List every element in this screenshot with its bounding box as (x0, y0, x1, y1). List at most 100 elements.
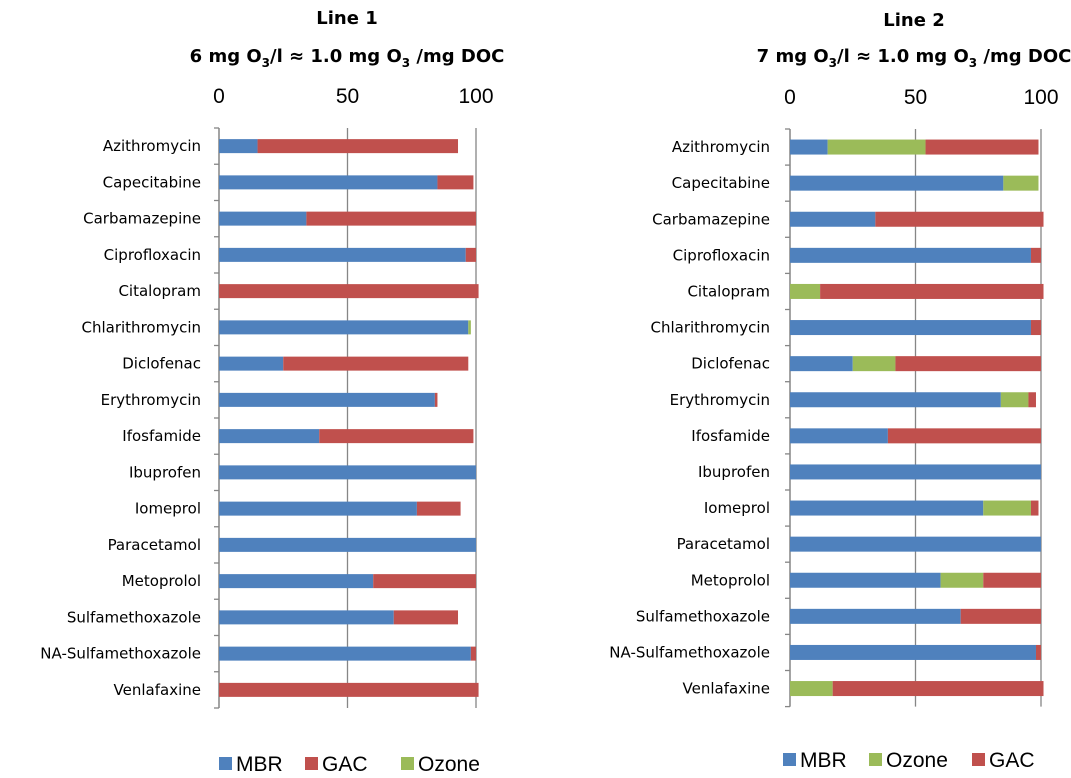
x-tick-label: 50 (904, 86, 927, 109)
bar-segment-gac (465, 247, 476, 262)
category-label: Sulfamethoxazole (636, 607, 770, 625)
category-label: Diclofenac (691, 355, 770, 373)
bar-segment-mbr (219, 139, 258, 154)
legend-swatch-ozone (869, 753, 882, 766)
bar-segment-mbr (219, 429, 320, 444)
bar-segment-ozone (983, 500, 1031, 516)
chart-title-line1: Line 1 (316, 8, 377, 29)
bar-segment-gac (319, 429, 474, 444)
category-label: Venlafaxine (683, 680, 770, 698)
category-label: Ciprofloxacin (673, 246, 770, 264)
bar-segment-mbr (790, 392, 1001, 408)
bar-segment-gac (393, 610, 459, 625)
category-label: Ibuprofen (129, 463, 201, 481)
legend-swatch-mbr (783, 753, 796, 766)
category-label: Azithromycin (103, 137, 201, 155)
bar-segment-ozone (940, 572, 984, 588)
category-label: Venlafaxine (114, 681, 201, 699)
category-label: Citalopram (687, 282, 770, 300)
category-label: Ifosfamide (122, 427, 201, 445)
category-label: Chlarithromycin (651, 319, 771, 337)
bar-segment-gac (434, 392, 438, 407)
legend-label: MBR (236, 753, 283, 776)
bar-segment-mbr (219, 211, 307, 226)
bar-segment-ozone (852, 356, 896, 372)
bar-segment-mbr (219, 465, 476, 480)
legend-label: GAC (989, 749, 1035, 772)
bar-segment-mbr (219, 537, 476, 552)
legend-label: Ozone (886, 749, 948, 772)
chart-2: Line 2 7 mg O3/l ≈ 1.0 mg O3 /mg DOC 0 50 10… (609, 10, 1071, 772)
category-label: Paracetamol (677, 535, 770, 553)
category-label: Iomeprol (135, 500, 201, 518)
category-label: Azithromycin (672, 138, 770, 156)
bar-segment-mbr (219, 175, 438, 190)
legend: MBR GAC Ozone (219, 753, 480, 776)
category-label: Carbamazepine (652, 210, 770, 228)
bar-segment-mbr (790, 139, 828, 155)
bar-segment-mbr (219, 320, 469, 335)
bar-segment-mbr (219, 610, 394, 625)
bar-segment-gac (1030, 320, 1041, 336)
bar-segment-mbr (790, 608, 961, 624)
bar-segment-ozone (1000, 392, 1029, 408)
bar-segment-mbr (790, 247, 1031, 263)
category-label: Paracetamol (108, 536, 201, 554)
bar-segment-gac (306, 211, 476, 226)
legend: MBR Ozone GAC (783, 749, 1035, 772)
chart-title-line1: Line 2 (883, 10, 944, 31)
bar-segment-gac (832, 681, 1044, 697)
bar-segment-gac (257, 139, 459, 154)
bar-segment-gac (283, 356, 469, 371)
bar-segment-gac (925, 139, 1039, 155)
bar-segment-ozone (790, 681, 833, 697)
bar-segment-gac (875, 211, 1044, 227)
bar-segment-mbr (790, 464, 1041, 480)
bar-segment-mbr (790, 211, 876, 227)
legend-label: GAC (322, 753, 368, 776)
bar-segment-gac (820, 283, 1044, 299)
x-tick-label: 100 (1023, 86, 1058, 109)
bar-segment-gac (983, 572, 1041, 588)
category-label: Capecitabine (103, 173, 201, 191)
legend-swatch-gac (305, 757, 318, 770)
category-label: NA-Sulfamethoxazole (609, 643, 770, 661)
chart-1: Line 1 6 mg O3/l ≈ 1.0 mg O3 /mg DOC 0 50 10… (40, 8, 504, 776)
bar-segment-mbr (219, 646, 471, 661)
bar-segment-mbr (219, 247, 466, 262)
category-label: NA-Sulfamethoxazole (40, 645, 201, 663)
category-label: Iomeprol (704, 499, 770, 517)
bar-segment-ozone (790, 283, 821, 299)
bar-segment-mbr (790, 536, 1041, 552)
bar-segment-ozone (468, 320, 471, 335)
bar-segment-mbr (790, 500, 984, 516)
bar-segment-mbr (790, 644, 1036, 660)
chart-title-line2: 7 mg O3/l ≈ 1.0 mg O3 /mg DOC (757, 46, 1071, 70)
bar-segment-mbr (219, 574, 374, 589)
category-label: Diclofenac (122, 355, 201, 373)
x-tick-label: 0 (213, 85, 225, 108)
bar-segment-gac (887, 428, 1041, 444)
bar-segment-gac (219, 284, 479, 299)
x-tick-label: 100 (458, 85, 493, 108)
bar-segment-ozone (1003, 175, 1039, 191)
bar-segment-gac (373, 574, 476, 589)
legend-label: MBR (800, 749, 847, 772)
bar-segment-gac (219, 682, 479, 697)
bar-segment-mbr (790, 428, 888, 444)
category-label: Metoprolol (691, 571, 770, 589)
legend-swatch-ozone (401, 757, 414, 770)
category-label: Chlarithromycin (82, 318, 202, 336)
bar-segment-gac (437, 175, 474, 190)
category-label: Capecitabine (672, 174, 770, 192)
category-label: Citalopram (118, 282, 201, 300)
bar-segment-mbr (790, 356, 853, 372)
bar-segment-gac (960, 608, 1041, 624)
bar-segment-gac (895, 356, 1041, 372)
bar-segment-gac (1028, 392, 1036, 408)
category-label: Carbamazepine (83, 210, 201, 228)
bar-segment-gac (1030, 500, 1039, 516)
category-label: Ibuprofen (698, 463, 770, 481)
category-label: Ciprofloxacin (104, 246, 201, 264)
